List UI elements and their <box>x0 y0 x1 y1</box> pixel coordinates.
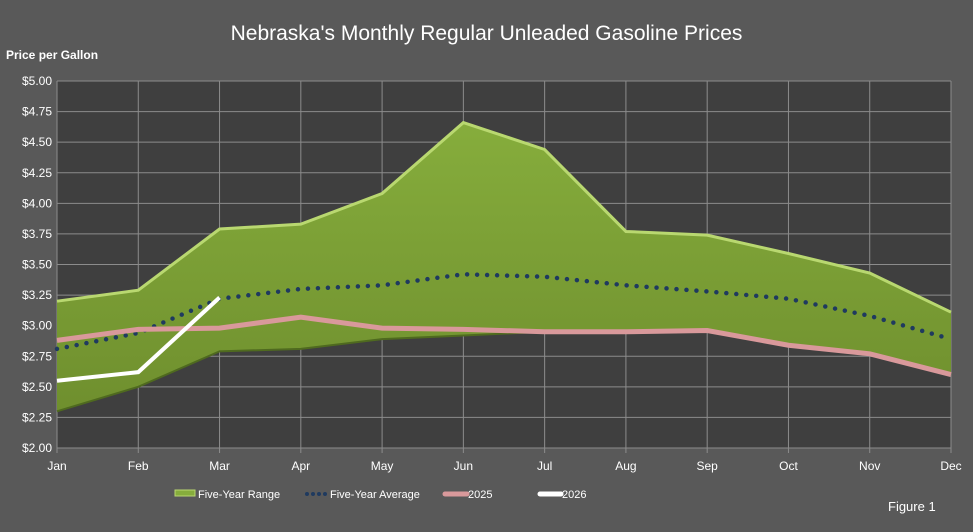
legend-range-swatch <box>174 489 196 497</box>
x-tick-label: Jul <box>537 459 552 473</box>
x-tick-label: Mar <box>209 459 230 473</box>
series-2026-line <box>56 296 221 383</box>
series-2025-line <box>56 314 952 378</box>
chart-title: Nebraska's Monthly Regular Unleaded Gaso… <box>230 22 743 45</box>
y-tick-label: $4.75 <box>22 105 52 119</box>
x-tick-label: Jun <box>454 459 473 473</box>
x-tick-label: Oct <box>779 459 798 473</box>
x-tick-label: Dec <box>940 459 961 473</box>
x-tick-label: Nov <box>859 459 880 473</box>
y-tick-label: $4.00 <box>22 196 52 210</box>
x-tick-label: Jan <box>47 459 66 473</box>
y-tick-label: $3.75 <box>22 227 52 241</box>
y-tick-label: $3.50 <box>22 258 52 272</box>
x-tick-label: Sep <box>697 459 719 473</box>
legend-range-label: Five-Year Range <box>198 489 280 501</box>
x-tick-label: Feb <box>128 459 149 473</box>
y-tick-label: $5.00 <box>22 74 52 88</box>
x-tick-label: May <box>371 459 394 473</box>
legend-average-label: Five-Year Average <box>330 489 420 501</box>
legend-2025-label: 2025 <box>468 489 492 501</box>
five-year-range-area <box>57 122 951 412</box>
y-tick-label: $2.25 <box>22 410 52 424</box>
y-tick-label: $3.25 <box>22 288 52 302</box>
y-tick-label: $3.00 <box>22 319 52 333</box>
y-axis-label: Price per Gallon <box>6 48 99 62</box>
figure-label: Figure 1 <box>888 499 936 514</box>
y-tick-label: $2.00 <box>22 441 52 455</box>
y-tick-label: $2.50 <box>22 380 52 394</box>
y-tick-label: $4.25 <box>22 166 52 180</box>
x-tick-label: Aug <box>615 459 636 473</box>
five-year-range-high <box>56 120 952 314</box>
legend-2026-label: 2026 <box>562 489 586 501</box>
y-tick-label: $2.75 <box>22 349 52 363</box>
y-tick-label: $4.50 <box>22 135 52 149</box>
x-tick-label: Apr <box>291 459 310 473</box>
